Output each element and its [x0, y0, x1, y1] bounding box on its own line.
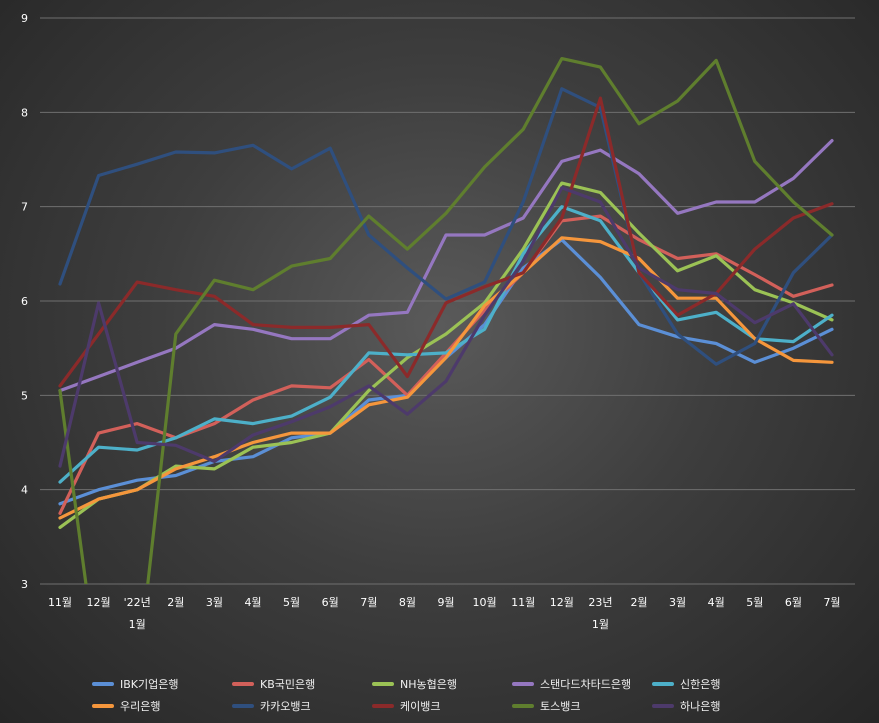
legend-label: 하나은행	[680, 700, 721, 713]
y-tick-label: 7	[21, 201, 28, 214]
legend-swatch	[372, 682, 394, 686]
legend-item: 케이뱅크	[372, 698, 512, 714]
y-tick-label: 5	[21, 389, 28, 402]
x-tick-label: 9월	[437, 596, 454, 609]
x-tick-label: 7월	[360, 596, 377, 609]
legend-label: 우리은행	[120, 700, 161, 713]
x-tick-label: 23년	[588, 596, 612, 609]
legend-swatch	[512, 704, 534, 708]
x-tick-label: 1월	[592, 618, 609, 631]
y-tick-label: 6	[21, 295, 28, 308]
legend-item: 우리은행	[92, 698, 232, 714]
x-tick-label: 2월	[630, 596, 647, 609]
x-tick-label: 11월	[48, 596, 72, 609]
legend-item: 신한은행	[652, 676, 792, 692]
series-line	[58, 181, 834, 530]
series-line	[58, 238, 834, 506]
legend-label: 스탠다드차타드은행	[540, 678, 632, 691]
legend-label: IBK기업은행	[120, 678, 179, 691]
legend-item: NH농협은행	[372, 676, 512, 692]
legend-swatch	[652, 704, 674, 708]
legend-swatch	[652, 682, 674, 686]
y-tick-label: 4	[21, 484, 28, 497]
x-tick-label: 4월	[244, 596, 261, 609]
y-tick-label: 3	[21, 578, 28, 591]
x-tick-label: 1월	[129, 618, 146, 631]
legend-label: 토스뱅크	[540, 700, 581, 713]
x-tick-label: 6월	[785, 596, 802, 609]
x-tick-label: 11월	[511, 596, 535, 609]
legend-label: 카카오뱅크	[260, 700, 311, 713]
x-tick-label: 3월	[669, 596, 686, 609]
x-tick-label: 5월	[283, 596, 300, 609]
legend-swatch	[512, 682, 534, 686]
legend-item: 카카오뱅크	[232, 698, 372, 714]
legend-swatch	[92, 682, 114, 686]
y-tick-label: 8	[21, 106, 28, 119]
x-tick-label: 6월	[322, 596, 339, 609]
legend-item: 하나은행	[652, 698, 792, 714]
legend-item: 스탠다드차타드은행	[512, 676, 652, 692]
x-axis-ticks: 11월 12월 '22년 1월 2월 3월 4월 5월 6월 7월 8월 9월 10월 11월 12월 23년…	[48, 596, 841, 631]
gridlines	[40, 17, 855, 585]
x-tick-label: 4월	[708, 596, 725, 609]
legend-item: 토스뱅크	[512, 698, 652, 714]
y-tick-label: 9	[21, 12, 28, 25]
legend-swatch	[232, 704, 254, 708]
x-tick-label: '22년	[124, 596, 151, 609]
legend-label: KB국민은행	[260, 678, 316, 691]
x-tick-label: 2월	[167, 596, 184, 609]
series-line	[58, 236, 834, 520]
series-line	[58, 96, 834, 388]
series-line	[58, 205, 834, 484]
series-line	[58, 186, 834, 468]
x-tick-label: 12월	[550, 596, 574, 609]
legend-swatch	[232, 682, 254, 686]
x-tick-label: 12월	[87, 596, 111, 609]
series-line	[58, 56, 834, 584]
series-line	[58, 87, 834, 366]
y-axis-ticks: 3 4 5 6 7 8 9	[21, 12, 28, 591]
legend-label: 케이뱅크	[400, 700, 441, 713]
legend-swatch	[92, 704, 114, 708]
legend-label: NH농협은행	[400, 678, 457, 691]
legend-item: IBK기업은행	[92, 676, 232, 692]
series-line	[58, 139, 834, 393]
x-tick-label: 5월	[746, 596, 763, 609]
x-tick-label: 3월	[206, 596, 223, 609]
legend-item: KB국민은행	[232, 676, 372, 692]
x-tick-label: 8월	[399, 596, 416, 609]
x-tick-label: 10월	[473, 596, 497, 609]
legend-label: 신한은행	[680, 678, 721, 691]
series-lines	[58, 56, 834, 584]
x-tick-label: 7월	[823, 596, 840, 609]
legend-swatch	[372, 704, 394, 708]
